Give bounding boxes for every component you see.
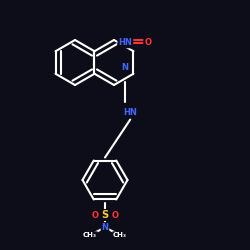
Text: N: N xyxy=(102,223,108,232)
Text: S: S xyxy=(102,210,108,220)
Text: O: O xyxy=(112,210,118,220)
Text: O: O xyxy=(92,210,98,220)
Text: HN: HN xyxy=(118,38,132,48)
Text: CH₃: CH₃ xyxy=(113,232,127,238)
Text: CH₃: CH₃ xyxy=(83,232,97,238)
Text: HN: HN xyxy=(123,108,137,116)
Text: O: O xyxy=(144,38,151,48)
Text: N: N xyxy=(122,62,129,72)
